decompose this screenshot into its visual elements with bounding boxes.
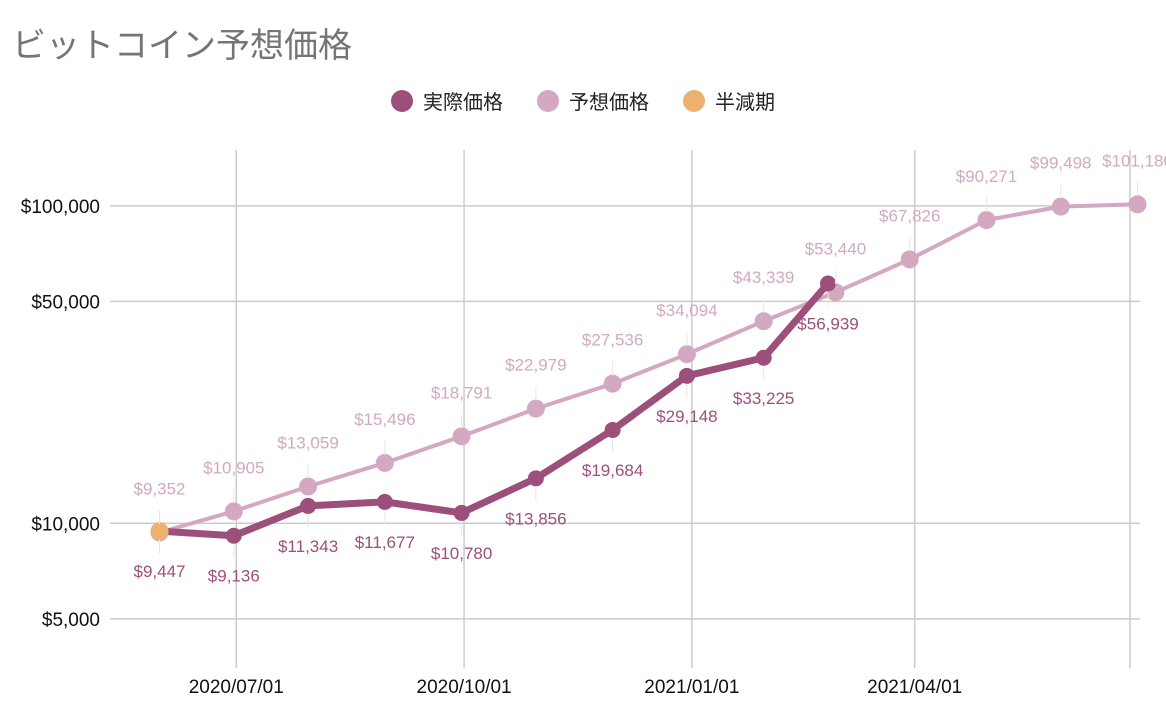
forecast-point [677,345,696,364]
forecast-data-label: $18,791 [431,383,492,402]
actual-data-label: $29,148 [656,407,717,426]
actual-point [820,275,837,292]
forecast-data-label: $9,352 [134,480,186,499]
forecast-data-label: $34,094 [656,301,717,320]
actual-line [156,280,832,540]
x-tick-label: 2020/10/01 [417,677,512,698]
legend-dot-actual [391,89,413,112]
forecast-point [603,374,622,393]
actual-data-label: $11,677 [355,533,415,552]
legend-dot-halving [683,89,705,112]
forecast-data-label: $43,339 [733,268,794,287]
actual-point [453,504,470,521]
legend: 実際価格 予想価格 半減期 [0,86,1166,115]
forecast-point [1128,195,1147,214]
y-tick-label: $5,000 [42,610,100,631]
forecast-point [900,250,919,269]
forecast-data-label: $90,271 [956,167,1017,186]
forecast-data-label: $15,496 [354,410,415,429]
actual-point [755,349,772,366]
y-tick-label: $10,000 [31,514,100,535]
legend-dot-forecast [537,89,559,112]
actual-data-label: $13,856 [505,509,566,528]
actual-point [300,497,317,514]
forecast-data-label: $13,059 [277,433,338,452]
x-tick-label: 2021/01/01 [644,677,739,698]
forecast-data-label: $101,180 [1102,151,1166,170]
y-tick-label: $100,000 [21,197,100,218]
forecast-point [452,427,471,446]
actual-data-label: $9,136 [208,567,260,586]
forecast-point [375,453,394,472]
forecast-data-label: $99,498 [1030,154,1091,173]
actual-data-label: $11,343 [278,537,338,556]
forecast-point [299,477,318,496]
legend-item-halving[interactable]: 半減期 [683,86,775,115]
actual-point [604,421,621,438]
actual-data-label: $9,447 [134,562,186,581]
forecast-point [224,502,243,521]
halving-point [150,522,169,541]
forecast-point [754,312,773,331]
forecast-line [157,202,1140,535]
actual-point [678,367,695,384]
chart-title: ビットコイン予想価格 [12,26,352,66]
forecast-point [1051,197,1070,216]
forecast-data-label: $67,826 [879,206,940,225]
forecast-point [977,210,996,229]
actual-point [225,527,242,544]
actual-point [376,493,393,510]
legend-label-actual: 実際価格 [423,90,503,114]
actual-point [527,470,544,487]
x-tick-label: 2020/07/01 [189,677,284,698]
legend-item-forecast[interactable]: 予想価格 [537,86,649,115]
forecast-data-label: $27,536 [582,331,643,350]
legend-item-actual[interactable]: 実際価格 [391,86,503,115]
actual-data-label: $10,780 [431,544,492,563]
x-tick-label: 2021/04/01 [867,677,962,698]
forecast-data-label: $10,905 [203,458,264,477]
actual-data-label: $33,225 [733,389,794,408]
forecast-data-label: $53,440 [805,239,866,258]
legend-label-halving: 半減期 [715,90,775,114]
y-tick-label: $50,000 [31,292,100,313]
forecast-data-label: $22,979 [505,356,566,375]
actual-data-label: $56,939 [797,315,858,334]
legend-label-forecast: 予想価格 [569,90,649,114]
forecast-point [526,399,545,418]
actual-data-label: $19,684 [582,461,643,480]
